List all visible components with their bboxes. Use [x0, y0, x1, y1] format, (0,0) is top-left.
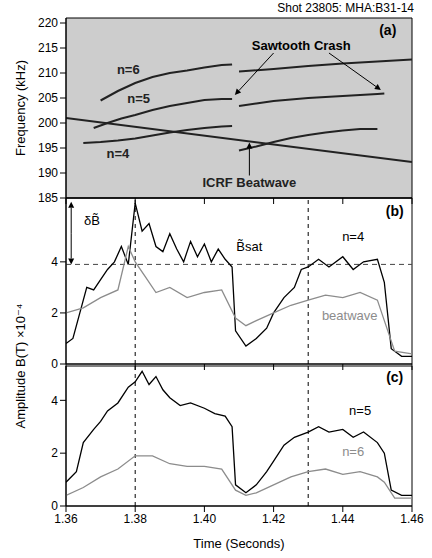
svg-text:Sawtooth Crash: Sawtooth Crash: [252, 38, 351, 53]
svg-text:B̃sat: B̃sat: [236, 239, 262, 254]
svg-text:n=4: n=4: [342, 229, 364, 244]
svg-text:4: 4: [51, 255, 58, 269]
svg-text:Time (Seconds): Time (Seconds): [193, 536, 284, 551]
svg-text:beatwave: beatwave: [322, 308, 378, 323]
svg-text:185: 185: [38, 191, 58, 205]
svg-text:2: 2: [51, 446, 58, 460]
svg-text:2: 2: [51, 306, 58, 320]
svg-text:205: 205: [38, 91, 58, 105]
svg-text:ICRF Beatwave: ICRF Beatwave: [202, 175, 296, 190]
svg-text:1.36: 1.36: [54, 512, 78, 526]
svg-text:n=4: n=4: [107, 146, 131, 161]
svg-text:(a): (a): [379, 22, 396, 38]
svg-text:0: 0: [51, 357, 58, 371]
svg-text:(b): (b): [386, 203, 404, 219]
svg-text:0: 0: [51, 499, 58, 513]
svg-text:190: 190: [38, 166, 58, 180]
html-text:Shot 23805: MHA:B31-14: Shot 23805: MHA:B31-14: [277, 1, 414, 15]
svg-text:220: 220: [38, 16, 58, 30]
html-text:Frequency (kHz): Frequency (kHz): [12, 60, 28, 156]
html-text:Amplitude B(T) ×10⁻⁴: Amplitude B(T) ×10⁻⁴: [12, 303, 28, 429]
svg-text:1.42: 1.42: [262, 512, 286, 526]
svg-text:1.38: 1.38: [124, 512, 148, 526]
svg-text:215: 215: [38, 41, 58, 55]
svg-text:195: 195: [38, 141, 58, 155]
svg-text:n=6: n=6: [117, 62, 140, 77]
svg-text:(c): (c): [386, 369, 403, 385]
svg-text:1.44: 1.44: [331, 512, 355, 526]
svg-text:n=5: n=5: [349, 403, 371, 418]
svg-text:n=6: n=6: [342, 444, 364, 459]
svg-text:1.40: 1.40: [193, 512, 217, 526]
svg-text:210: 210: [38, 66, 58, 80]
svg-text:δB̃: δB̃: [84, 213, 100, 228]
svg-text:4: 4: [51, 394, 58, 408]
svg-text:n=5: n=5: [127, 91, 150, 106]
svg-text:1.46: 1.46: [400, 512, 424, 526]
svg-text:200: 200: [38, 116, 58, 130]
